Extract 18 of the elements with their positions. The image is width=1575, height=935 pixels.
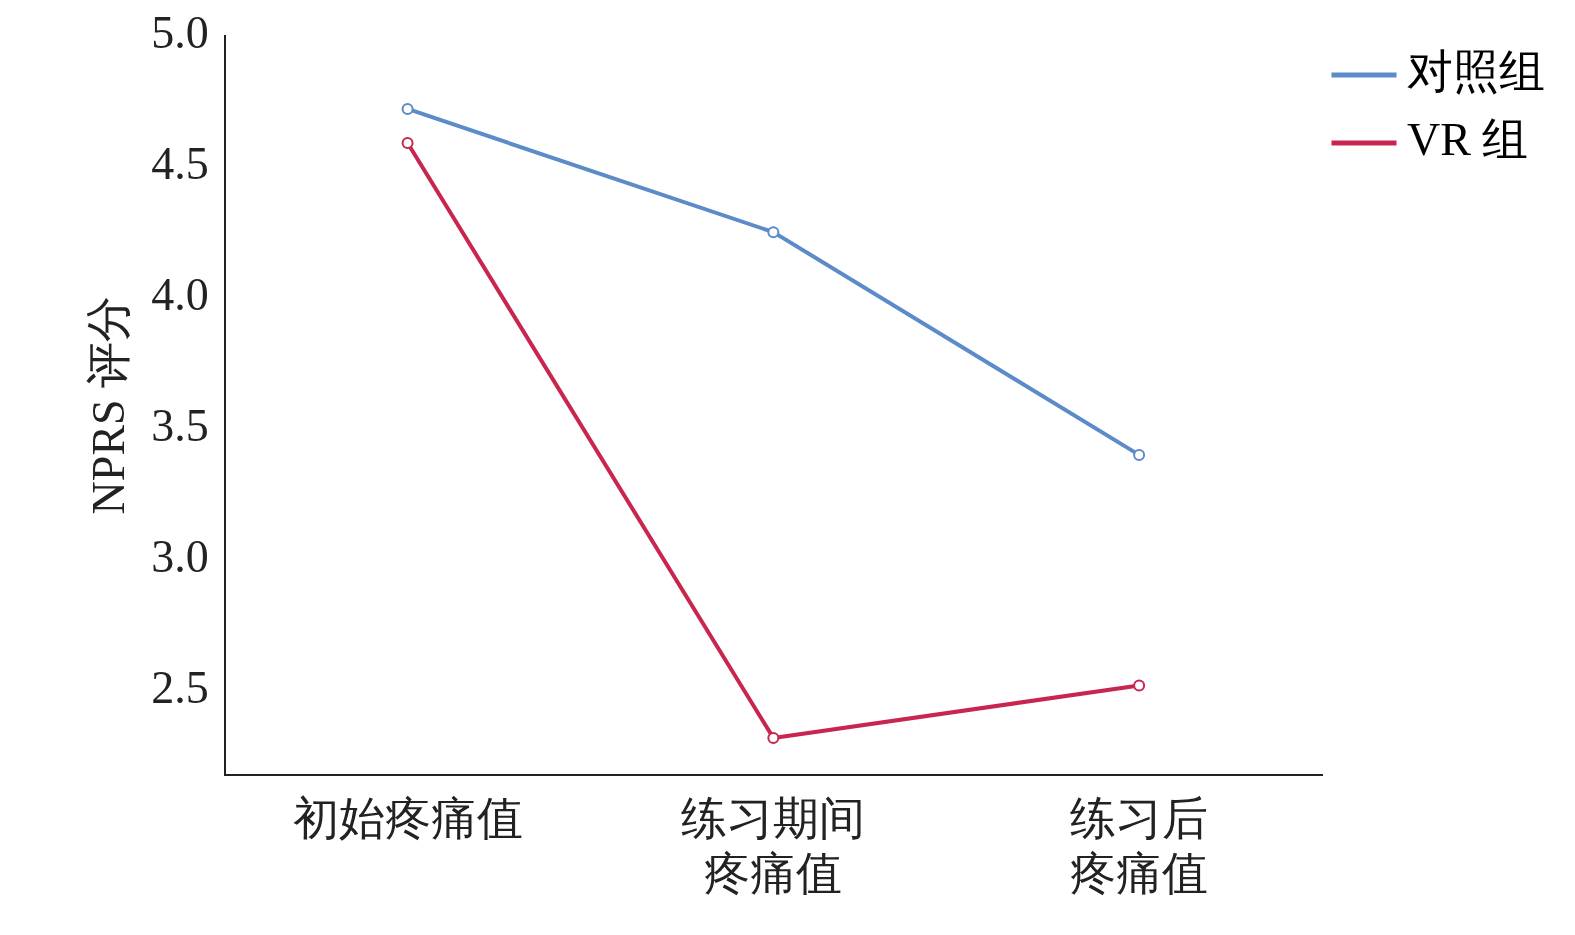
point [401, 137, 414, 150]
point [1133, 448, 1146, 461]
point [767, 226, 780, 239]
x-tick-label: 练习期间疼痛值 [681, 793, 866, 900]
y-tick-label: 5.0 [151, 6, 209, 58]
point [767, 731, 780, 744]
point [401, 102, 414, 115]
point [1133, 679, 1146, 692]
x-tick-label: 初始疼痛值 [292, 793, 523, 845]
y-tick-label: 4.5 [151, 137, 209, 189]
y-axis-title: NPRS 评分 [82, 295, 134, 515]
y-tick-label: 3.5 [151, 399, 209, 451]
x-tick-label: 练习后疼痛值 [1070, 793, 1209, 900]
legend-label: 对照组 [1407, 46, 1545, 98]
y-tick-label: 4.0 [151, 268, 209, 320]
legend-label: VR 组 [1407, 114, 1529, 166]
y-tick-label: 3.0 [151, 530, 209, 582]
y-tick-label: 2.5 [151, 661, 209, 713]
